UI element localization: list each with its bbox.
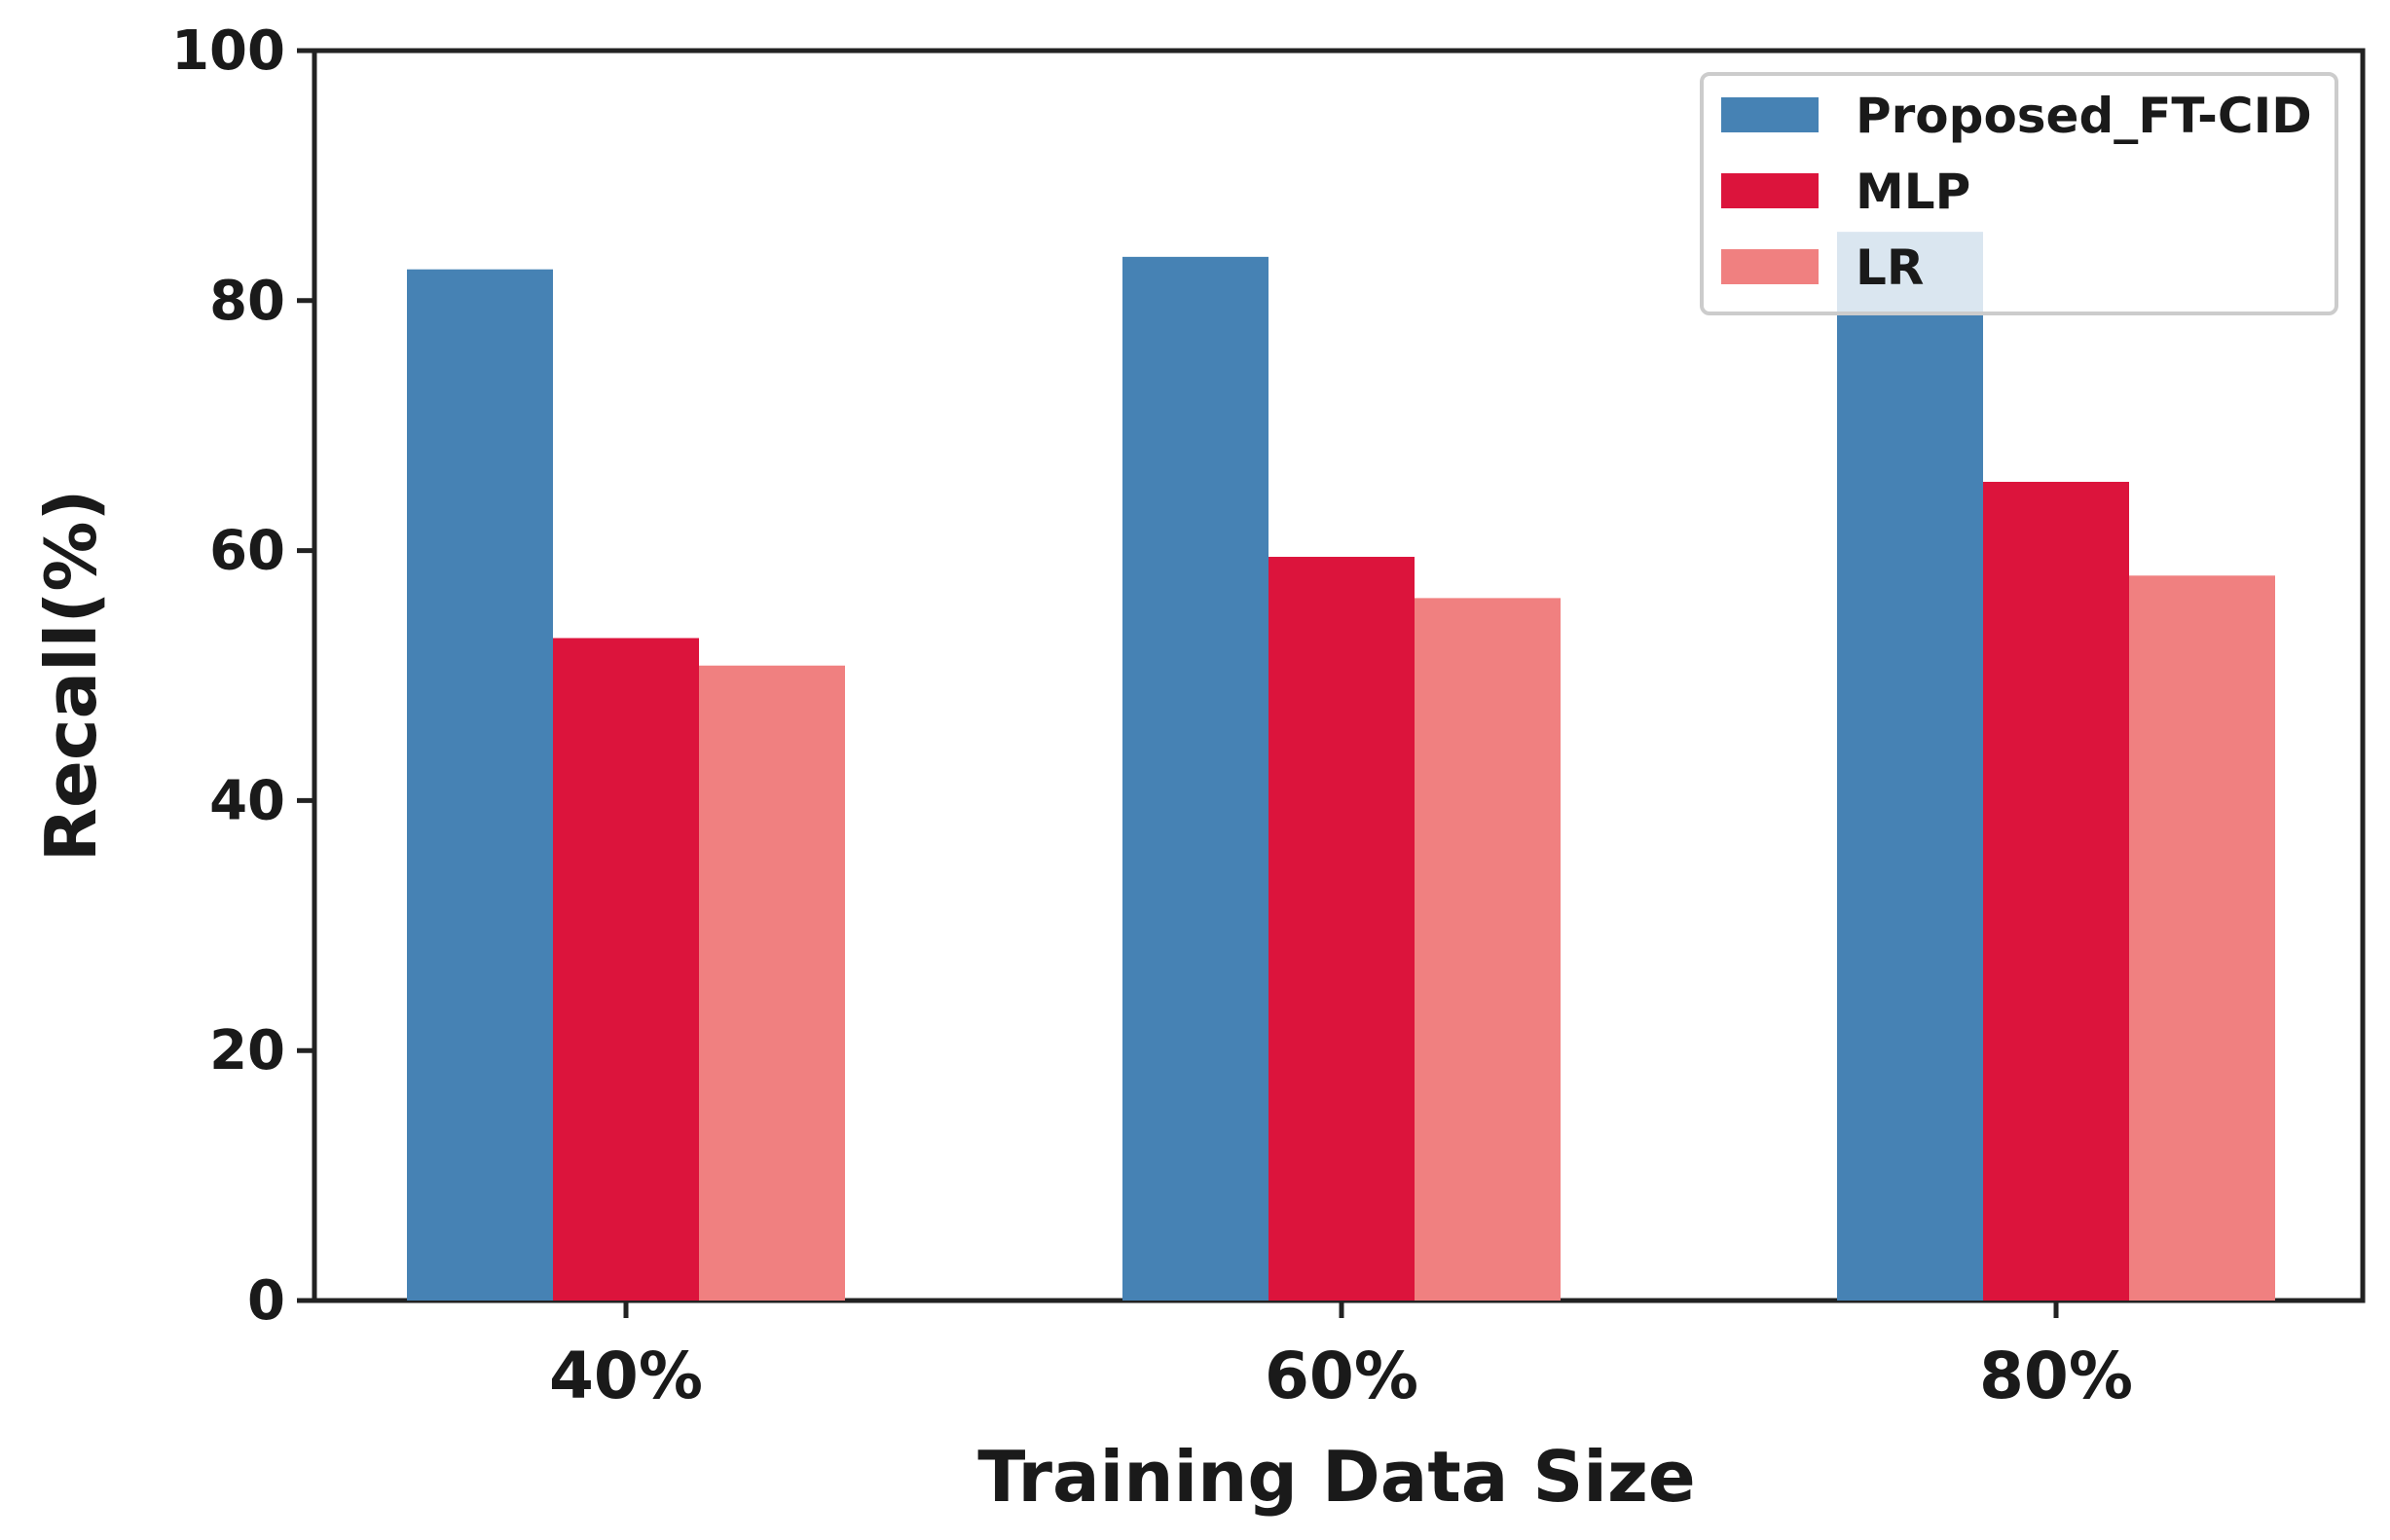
legend-label: LR — [1856, 239, 1924, 296]
bar-proposed-ft-cid-60pct — [1122, 256, 1269, 1301]
bar-proposed-ft-cid-40pct — [407, 269, 553, 1302]
bar-mlp-40pct — [553, 638, 699, 1301]
bar-proposed-ft-cid-80pct — [1837, 232, 1983, 1302]
y-axis-title: Recall(%) — [30, 490, 112, 862]
legend-box — [1700, 72, 2338, 315]
legend: Proposed_FT-CID MLP LR — [1700, 72, 2338, 315]
bar-mlp-60pct — [1269, 557, 1415, 1301]
x-tick-label: 40% — [549, 1338, 703, 1413]
y-tick-label: 60 — [209, 520, 285, 583]
x-axis: 40% 60% 80% — [549, 1301, 2133, 1413]
x-axis-title: Training Data Size — [977, 1436, 1695, 1518]
y-tick-label: 100 — [171, 19, 285, 83]
bar-lr-60pct — [1415, 598, 1561, 1301]
bar-mlp-80pct — [1983, 481, 2129, 1302]
y-tick-label: 80 — [209, 270, 285, 333]
legend-swatch — [1721, 97, 1819, 132]
bar-lr-80pct — [2129, 575, 2275, 1301]
y-tick-label: 0 — [247, 1269, 285, 1333]
y-tick-label: 40 — [209, 769, 285, 832]
x-tick-label: 80% — [1979, 1338, 2133, 1413]
legend-swatch — [1721, 173, 1819, 208]
legend-swatch — [1721, 249, 1819, 284]
y-axis: 0 20 40 60 80 100 — [171, 19, 314, 1333]
bars-layer — [407, 232, 2275, 1302]
x-tick-label: 60% — [1265, 1338, 1418, 1413]
legend-label: MLP — [1856, 164, 1970, 220]
bar-lr-40pct — [699, 665, 845, 1301]
legend-items: Proposed_FT-CID MLP LR — [1721, 88, 2312, 296]
y-tick-label: 20 — [209, 1019, 285, 1082]
legend-label: Proposed_FT-CID — [1856, 88, 2312, 144]
